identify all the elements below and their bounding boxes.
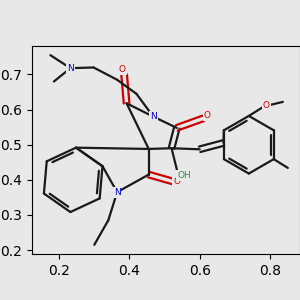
- Text: OH: OH: [177, 171, 191, 180]
- Text: O: O: [119, 65, 126, 74]
- Text: O: O: [173, 177, 180, 186]
- Text: N: N: [67, 64, 74, 73]
- Text: N: N: [114, 188, 121, 196]
- Text: N: N: [150, 112, 157, 121]
- Text: O: O: [263, 101, 270, 110]
- Text: O: O: [204, 111, 211, 120]
